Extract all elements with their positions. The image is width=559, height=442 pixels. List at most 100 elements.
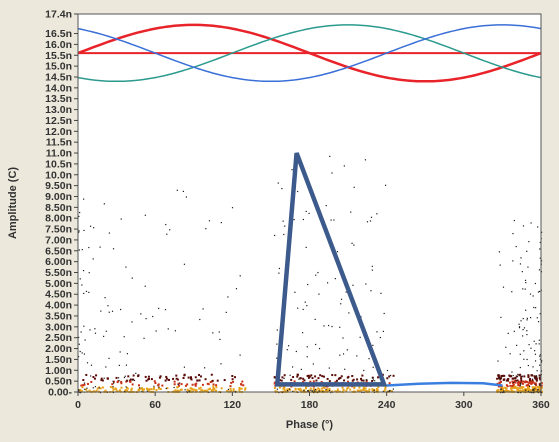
data-point	[500, 391, 502, 394]
data-point	[312, 389, 315, 392]
data-point	[283, 374, 286, 377]
data-point	[86, 382, 89, 385]
data-point	[518, 390, 521, 393]
data-point	[150, 378, 153, 381]
data-point	[496, 377, 499, 380]
y-tick-label: 12.0n	[45, 126, 72, 138]
data-point	[88, 246, 90, 249]
data-point	[279, 379, 282, 382]
x-axis: 0 60 120 180 240 300 360	[75, 392, 550, 411]
data-point	[83, 292, 85, 295]
data-point	[314, 388, 316, 391]
data-point	[220, 221, 222, 224]
data-point	[523, 327, 526, 329]
data-point	[273, 386, 276, 389]
data-point	[519, 263, 522, 265]
y-tick-label: 5.00n	[45, 278, 72, 290]
data-point	[522, 225, 525, 227]
data-point	[191, 388, 194, 391]
data-point	[144, 285, 146, 287]
data-point	[278, 267, 281, 270]
data-point	[531, 374, 534, 377]
data-point	[103, 335, 105, 337]
data-point	[375, 387, 378, 390]
data-point	[502, 374, 505, 377]
data-point	[86, 362, 89, 364]
data-point	[106, 377, 109, 380]
data-point	[516, 388, 519, 391]
data-point	[123, 376, 126, 379]
data-point	[360, 316, 362, 318]
annotations	[274, 152, 503, 387]
data-point	[532, 387, 535, 390]
data-point	[497, 385, 500, 388]
data-point	[529, 380, 532, 383]
data-point	[139, 387, 142, 390]
data-point	[382, 330, 384, 333]
data-point	[368, 358, 370, 360]
data-point	[125, 386, 127, 388]
data-point	[103, 203, 105, 205]
data-point	[522, 288, 524, 290]
data-point	[120, 386, 123, 389]
data-point	[144, 375, 147, 378]
data-point	[525, 281, 527, 284]
data-point	[331, 325, 333, 328]
data-point	[189, 387, 192, 390]
data-point	[351, 379, 354, 382]
data-point	[513, 219, 515, 222]
data-point	[194, 384, 197, 387]
data-point	[386, 369, 389, 372]
data-point	[331, 374, 334, 377]
data-point	[534, 377, 537, 379]
data-point	[499, 378, 502, 381]
data-point	[534, 353, 537, 355]
data-point	[107, 305, 109, 307]
reference-sine-line	[77, 24, 542, 83]
data-point	[536, 385, 539, 388]
y-axis: 0.00-0.50n1.00n1.50n2.00n2.50n3.00n3.50n…	[45, 9, 78, 399]
data-point	[502, 286, 505, 288]
data-point	[533, 340, 535, 342]
data-point	[90, 364, 93, 366]
data-point	[525, 390, 528, 393]
y-tick-label: 6.00n	[45, 256, 72, 268]
data-point	[281, 376, 284, 379]
data-point	[518, 380, 521, 383]
data-point	[302, 377, 305, 380]
data-point	[524, 279, 527, 281]
data-point	[340, 298, 343, 300]
data-point	[321, 387, 324, 390]
data-point	[500, 374, 503, 377]
data-point	[130, 387, 133, 390]
data-point	[373, 389, 375, 391]
data-point	[527, 266, 529, 268]
data-point	[539, 384, 541, 386]
data-point	[511, 390, 514, 393]
data-point	[92, 258, 94, 260]
data-point	[180, 388, 183, 391]
data-point	[130, 388, 133, 391]
data-point	[347, 386, 350, 389]
data-point	[529, 293, 532, 295]
data-point	[538, 321, 540, 323]
data-point	[302, 218, 304, 221]
data-point	[507, 390, 510, 393]
data-point	[348, 312, 350, 314]
data-point	[293, 380, 296, 383]
data-point	[290, 378, 293, 381]
data-point	[374, 380, 376, 382]
data-point	[172, 377, 175, 380]
data-point	[392, 388, 394, 390]
data-point	[145, 379, 148, 382]
data-point	[539, 375, 541, 377]
data-point	[145, 317, 147, 320]
data-point	[524, 288, 526, 290]
data-point	[521, 375, 524, 377]
data-point	[535, 378, 538, 381]
data-point	[534, 350, 536, 352]
data-point	[118, 379, 120, 382]
data-point	[78, 215, 80, 218]
data-point	[123, 336, 125, 338]
data-point	[83, 325, 85, 327]
